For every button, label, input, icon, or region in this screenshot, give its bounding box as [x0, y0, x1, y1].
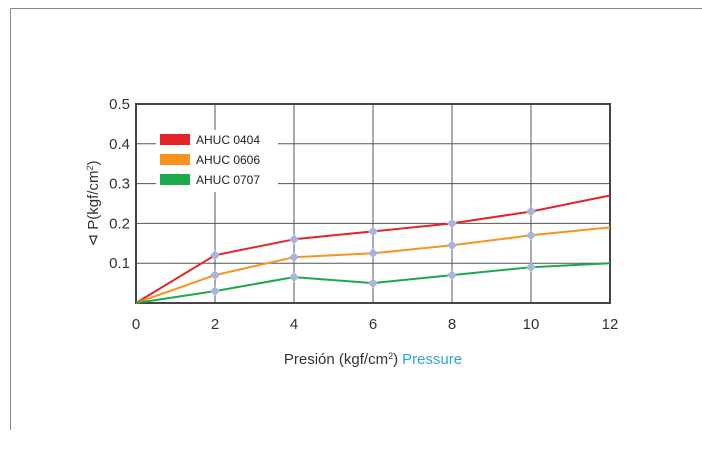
data-point-marker — [368, 278, 378, 289]
x-tick-label: 6 — [369, 316, 377, 333]
legend-swatch — [160, 174, 190, 185]
y-axis-label-sup: 2 — [85, 166, 95, 171]
x-tick-label: 8 — [448, 316, 456, 333]
data-point-marker — [289, 272, 299, 283]
legend-swatch — [160, 134, 190, 145]
data-point-marker — [526, 262, 536, 273]
data-point-marker — [526, 206, 536, 217]
x-axis-label-close: ) — [393, 351, 398, 368]
data-point-marker — [526, 230, 536, 241]
data-point-marker — [368, 248, 378, 259]
legend: AHUC 0404 AHUC 0606 AHUC 0707 — [156, 130, 278, 192]
data-point-marker — [289, 234, 299, 245]
tick-labels: 0 2 4 6 8 10 12 0.1 0.2 0.3 0.4 0.5 — [109, 96, 618, 333]
x-tick-label: 10 — [523, 316, 540, 333]
data-markers — [210, 206, 536, 297]
data-point-marker — [210, 270, 220, 281]
y-tick-label: 0.2 — [109, 215, 130, 232]
x-axis-label: Presión (kgf/cm2) Pressure — [284, 351, 462, 368]
x-tick-label: 2 — [211, 316, 219, 333]
x-tick-label: 0 — [132, 316, 140, 333]
y-tick-label: 0.1 — [109, 255, 130, 272]
data-point-marker — [447, 218, 457, 229]
data-point-marker — [368, 226, 378, 237]
plot-area-frame — [135, 103, 611, 304]
legend-label: AHUC 0606 — [196, 153, 260, 167]
x-axis-label-main: Presión (kgf/cm — [284, 351, 388, 368]
data-point-marker — [447, 270, 457, 281]
y-tick-label: 0.4 — [109, 136, 130, 153]
x-tick-label: 4 — [290, 316, 298, 333]
y-tick-label: 0.5 — [109, 96, 130, 113]
x-tick-label: 12 — [602, 316, 619, 333]
legend-label: AHUC 0404 — [196, 133, 260, 147]
legend-label: AHUC 0707 — [196, 173, 260, 187]
data-point-marker — [210, 250, 220, 261]
x-axis-label-sup: 2 — [388, 351, 393, 361]
y-axis-label: ⊲ P(kgf/cm2) — [85, 161, 102, 247]
y-axis-label-main: ⊲ P(kgf/cm — [85, 171, 102, 247]
data-point-marker — [447, 240, 457, 251]
y-axis-label-close: ) — [85, 161, 102, 166]
data-point-marker — [289, 252, 299, 263]
x-axis-label-english: Pressure — [402, 351, 462, 368]
data-point-marker — [210, 286, 220, 297]
legend-swatch — [160, 154, 190, 165]
y-tick-label: 0.3 — [109, 176, 130, 193]
